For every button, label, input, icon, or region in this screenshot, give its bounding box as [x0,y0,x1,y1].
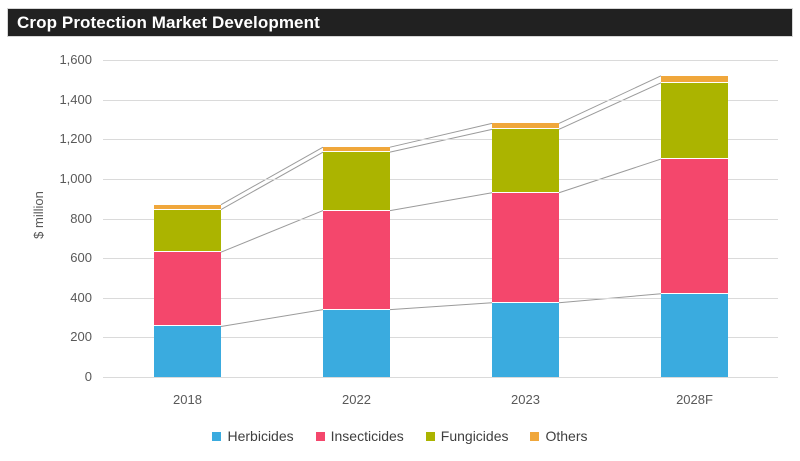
gridline-1,000 [103,178,778,180]
legend-swatch-icon [530,431,540,441]
connector-line-fungicides [389,128,493,153]
gridline-1,400 [103,99,778,101]
y-tick-label: 1,200 [59,131,92,147]
legend-label: Others [545,428,588,444]
y-tick-label: 400 [70,289,92,305]
bar-segment-others-2022 [323,147,390,153]
bar-segment-fungicides-2028f [661,82,728,160]
bar-segment-herbicides-2022 [323,309,390,377]
y-tick-label: 200 [70,329,92,345]
gridline-600 [103,258,778,260]
bar-segment-fungicides-2022 [323,152,390,211]
bar-segment-fungicides-2018 [154,209,221,253]
connector-line-herbicides [220,309,324,327]
legend-label: Herbicides [227,428,294,444]
gridline-200 [103,337,778,339]
bar-segment-herbicides-2018 [154,326,221,377]
gridline-400 [103,297,778,299]
bar-segment-herbicides-2028f [661,293,728,377]
y-tick-label: 600 [70,250,92,266]
legend-item-herbicides: Herbicides [212,428,294,444]
y-tick-label: 800 [70,210,92,226]
connector-line-insecticides [558,158,662,194]
gridline-0 [103,377,778,378]
legend: Herbicides Insecticides Fungicides Others [0,428,800,444]
legend-label: Insecticides [330,428,404,444]
connector-line-fungicides [558,82,662,130]
bar-segment-others-2028f [661,75,728,83]
gridline-800 [103,218,778,220]
legend-item-fungicides: Fungicides [425,428,509,444]
bar-segment-insecticides-2028f [661,159,728,294]
bar-segment-fungicides-2023 [492,129,559,193]
bar-segment-others-2023 [492,123,559,130]
connector-line-others [389,122,493,148]
connector-line-insecticides [220,210,324,253]
category-label-2018: 2018 [173,392,202,407]
legend-swatch-icon [212,431,222,441]
bar-segment-herbicides-2023 [492,302,559,377]
connector-line-insecticides [389,192,493,212]
gridline-1,200 [103,139,778,141]
legend-swatch-icon [425,431,435,441]
connector-line-herbicides [389,302,493,311]
chart-title: Crop Protection Market Development [17,12,320,32]
bar-segment-others-2018 [154,204,221,210]
connector-line-others [220,146,324,206]
y-tick-label: 1,600 [59,52,92,67]
y-tick-label: 1,400 [59,91,92,107]
bar-segment-insecticides-2023 [492,192,559,303]
category-label-2028f: 2028F [676,392,713,407]
connector-line-fungicides [220,151,324,211]
y-tick-label: 0 [84,369,92,384]
title-bar: Crop Protection Market Development [7,8,793,37]
bar-segment-insecticides-2022 [323,210,390,310]
category-label-2023: 2023 [511,392,540,407]
legend-swatch-icon [315,431,325,441]
gridline-1,600 [103,60,778,61]
bar-segment-insecticides-2018 [154,252,221,327]
legend-item-others: Others [530,428,588,444]
legend-label: Fungicides [440,428,509,444]
y-tick-label: 1,000 [59,170,92,186]
legend-item-insecticides: Insecticides [315,428,404,444]
category-label-2022: 2022 [342,392,371,407]
